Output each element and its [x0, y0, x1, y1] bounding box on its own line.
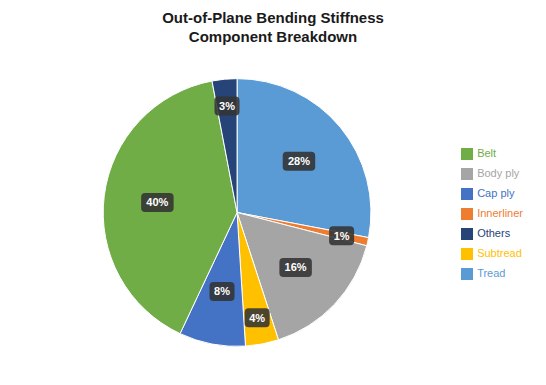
svg-text:8%: 8%	[214, 285, 230, 297]
svg-text:3%: 3%	[219, 100, 235, 112]
svg-text:1%: 1%	[334, 230, 350, 242]
html-text:Body ply: Body ply	[477, 166, 520, 179]
svg-text:28%: 28%	[288, 155, 310, 167]
html-text:Cap ply: Cap ply	[477, 186, 515, 199]
html-text:Component Breakdown: Component Breakdown	[188, 28, 358, 45]
html-text:Others: Others	[477, 226, 511, 239]
svg-text:4%: 4%	[249, 312, 265, 324]
html-text:Tread: Tread	[477, 266, 506, 279]
html-text:Subtread: Subtread	[477, 246, 522, 259]
svg-text:16%: 16%	[285, 261, 307, 273]
html-text:Out-of-Plane Bending Stiffness: Out-of-Plane Bending Stiffness	[162, 9, 384, 26]
html-text:Belt: Belt	[477, 146, 497, 159]
html-text:Innerliner: Innerliner	[477, 206, 523, 219]
svg-text:40%: 40%	[146, 196, 168, 208]
